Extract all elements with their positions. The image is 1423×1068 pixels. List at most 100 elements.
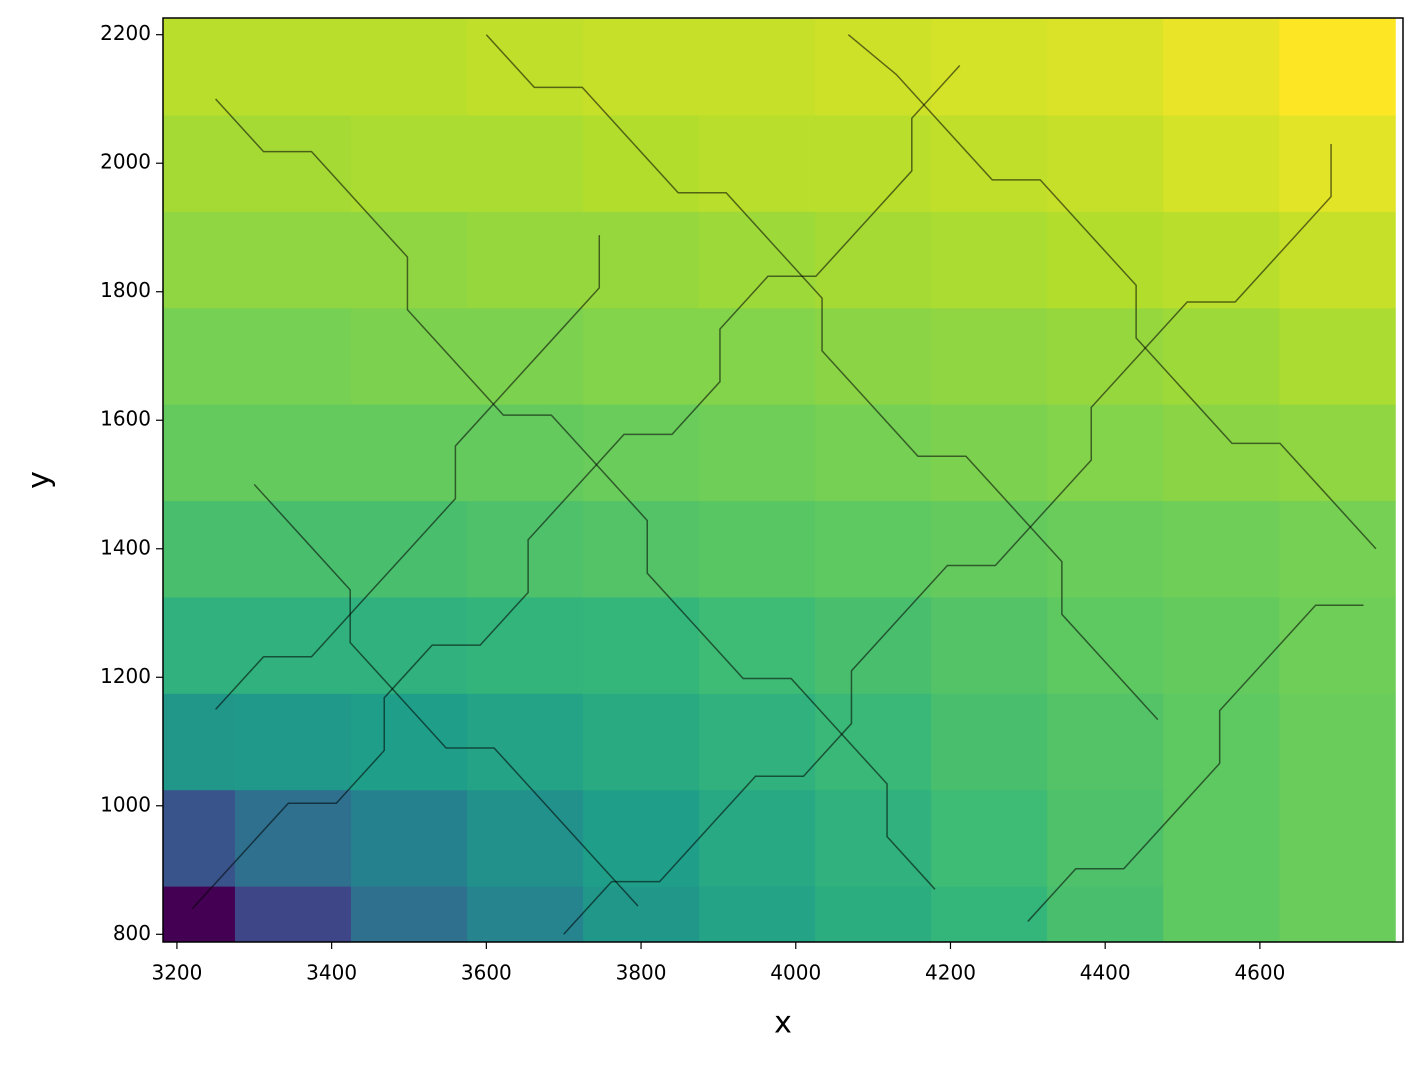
heatmap-cell: [234, 693, 352, 791]
heatmap-cell: [163, 886, 236, 942]
heatmap-cell: [1047, 693, 1164, 791]
heatmap-cell: [699, 500, 816, 598]
heatmap-cell: [1047, 115, 1164, 212]
heatmap-cell: [815, 789, 932, 887]
heatmap-cell: [815, 18, 932, 116]
heatmap-cell: [815, 500, 932, 598]
x-tick-label: 3800: [616, 961, 667, 985]
heatmap-cell: [583, 115, 700, 212]
heatmap-cell: [467, 404, 584, 502]
x-axis-label: x: [774, 1006, 792, 1041]
heatmap-cell: [350, 18, 468, 116]
heatmap-cell: [815, 596, 932, 694]
heatmap-cell: [1047, 596, 1164, 694]
heatmap-cell: [1279, 211, 1396, 309]
walk-line: [253, 483, 639, 907]
walk-line: [485, 34, 1159, 721]
heatmap-cell: [931, 500, 1048, 598]
heatmap-cell: [699, 596, 816, 694]
heatmap-cell: [815, 693, 932, 791]
heatmap-cell: [699, 18, 816, 116]
heatmap-cell: [1279, 596, 1396, 694]
heatmap-cell: [931, 789, 1048, 887]
heatmap-cell: [583, 500, 700, 598]
y-tick-label: 1200: [100, 664, 151, 688]
heatmap-cell: [583, 886, 700, 942]
heatmap-cell: [1279, 789, 1396, 887]
walk-line: [215, 235, 601, 710]
x-tick-label: 3600: [461, 961, 512, 985]
heatmap-cell: [1163, 211, 1280, 309]
heatmap-cell: [234, 789, 352, 887]
heatmap-cell: [163, 307, 236, 405]
heatmap-cell: [234, 307, 352, 405]
heatmap-cell: [1163, 18, 1280, 116]
heatmap-cell: [234, 886, 352, 942]
heatmap-cell: [467, 211, 584, 309]
heatmap-cell: [815, 404, 932, 502]
heatmap-cell: [583, 18, 700, 116]
heatmap-cell: [467, 693, 584, 791]
heatmap-cell: [583, 596, 700, 694]
walk-line: [847, 34, 1377, 550]
heatmap-cell: [1163, 789, 1280, 887]
heatmap-cell: [699, 886, 816, 942]
heatmap-cell: [350, 307, 468, 405]
heatmap-cell: [1047, 211, 1164, 309]
y-tick-label: 1400: [100, 535, 151, 559]
heatmap-cell: [583, 307, 700, 405]
heatmap-cell: [699, 789, 816, 887]
heatmap-cell: [583, 693, 700, 791]
y-tick-label: 1600: [100, 407, 151, 431]
heatmap-cell: [1279, 693, 1396, 791]
y-tick-label: 2000: [100, 150, 151, 174]
heatmap-cell: [467, 789, 584, 887]
heatmap-cell: [1279, 404, 1396, 502]
heatmap-cell: [163, 404, 236, 502]
heatmap-cell: [1047, 404, 1164, 502]
heatmap-cell: [1163, 404, 1280, 502]
heatmap-cell: [931, 404, 1048, 502]
heatmap-cell: [931, 886, 1048, 942]
walk-line: [191, 65, 961, 910]
heatmap-cell: [815, 211, 932, 309]
heatmap-cell: [234, 211, 352, 309]
heatmap-cell: [350, 789, 468, 887]
heatmap-cell: [699, 693, 816, 791]
heatmap-cell: [815, 307, 932, 405]
heatmap-cell: [931, 115, 1048, 212]
heatmap-cell: [583, 789, 700, 887]
heatmap-cell: [350, 886, 468, 942]
x-tick-label: 4200: [925, 961, 976, 985]
heatmap-cell: [1047, 886, 1164, 942]
heatmap-cell: [163, 596, 236, 694]
x-tick-label: 4000: [770, 961, 821, 985]
heatmap-cell: [234, 115, 352, 212]
heatmap-cell: [1279, 886, 1396, 942]
heatmap-cell: [815, 886, 932, 942]
heatmap-cell: [1047, 500, 1164, 598]
heatmap-cell: [350, 211, 468, 309]
heatmap-cell: [583, 404, 700, 502]
heatmap-cell: [699, 307, 816, 405]
heatmap-cell: [163, 115, 236, 212]
x-tick-label: 4400: [1080, 961, 1131, 985]
heatmap-cell: [931, 693, 1048, 791]
y-tick-label: 2200: [100, 21, 151, 45]
heatmap-cell: [1163, 886, 1280, 942]
y-tick-label: 1800: [100, 278, 151, 302]
heatmap: [163, 18, 1396, 942]
heatmap-cell: [467, 886, 584, 942]
heatmap-cell: [699, 404, 816, 502]
heatmap-cell: [467, 115, 584, 212]
heatmap-cell: [1163, 115, 1280, 212]
heatmap-cell: [1163, 500, 1280, 598]
heatmap-cell: [467, 596, 584, 694]
heatmap-cell: [699, 115, 816, 212]
heatmap-cell: [163, 693, 236, 791]
heatmap-cell: [1047, 18, 1164, 116]
heatmap-cell: [1279, 307, 1396, 405]
walk-line: [1027, 604, 1364, 922]
